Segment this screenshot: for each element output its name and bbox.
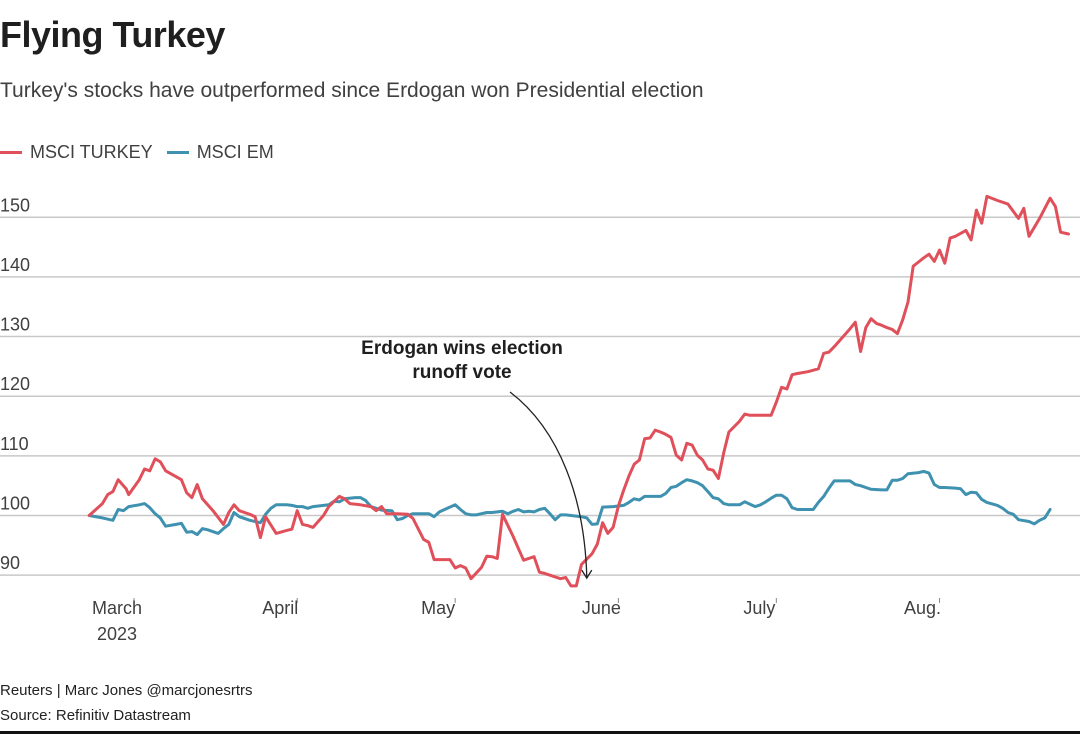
bottom-rule (0, 731, 1080, 734)
series-line-msci-turkey (87, 194, 1070, 588)
y-tick-label-110: 110 (0, 434, 29, 454)
legend-item-msci-turkey: MSCI TURKEY (0, 142, 153, 163)
legend-swatch-msci-em (166, 151, 189, 154)
chart-title: Flying Turkey (0, 14, 225, 55)
credit-line: Reuters | Marc Jones @marcjonesrtrs (0, 682, 253, 699)
legend-label-msci-em: MSCI EM (196, 142, 274, 162)
legend-item-msci-em: MSCI EM (166, 142, 274, 163)
y-axis: 90 100 110 120 130 140 150 (0, 195, 30, 573)
annotation-arrow (509, 391, 588, 579)
source-line: Source: Refinitiv Datastream (0, 707, 191, 724)
x-tick-label-3: June (582, 598, 621, 618)
legend: MSCI TURKEY MSCI EM (0, 142, 288, 163)
x-tick-label-4: July (743, 598, 775, 618)
annotation-line-2: runoff vote (412, 362, 511, 383)
series-line-msci-em (87, 469, 1052, 537)
x-tick-sublabel-0: 2023 (97, 624, 137, 644)
x-tick-label-2: May (421, 598, 455, 618)
chart-subtitle: Turkey's stocks have outperformed since … (0, 79, 704, 102)
x-tick-label-5: Aug. (904, 598, 941, 618)
legend-swatch-msci-turkey (0, 151, 22, 154)
legend-label-msci-turkey: MSCI TURKEY (30, 142, 153, 162)
x-axis: March 2023 April May June July Aug. (92, 598, 941, 644)
series-lines (87, 194, 1070, 588)
gridlines (0, 216, 1080, 576)
y-tick-label-100: 100 (0, 494, 30, 514)
y-tick-label-150: 150 (0, 195, 30, 215)
annotation-arrowhead-icon (581, 569, 593, 580)
annotation-line-1: Erdogan wins election (361, 338, 563, 359)
y-tick-label-140: 140 (0, 255, 30, 275)
x-tick-label-1: April (262, 598, 298, 618)
y-tick-label-120: 120 (0, 374, 30, 394)
y-tick-label-90: 90 (0, 553, 20, 573)
annotation: Erdogan wins election runoff vote (361, 338, 593, 580)
x-tick-label-0: March (92, 598, 142, 618)
y-tick-label-130: 130 (0, 315, 30, 335)
